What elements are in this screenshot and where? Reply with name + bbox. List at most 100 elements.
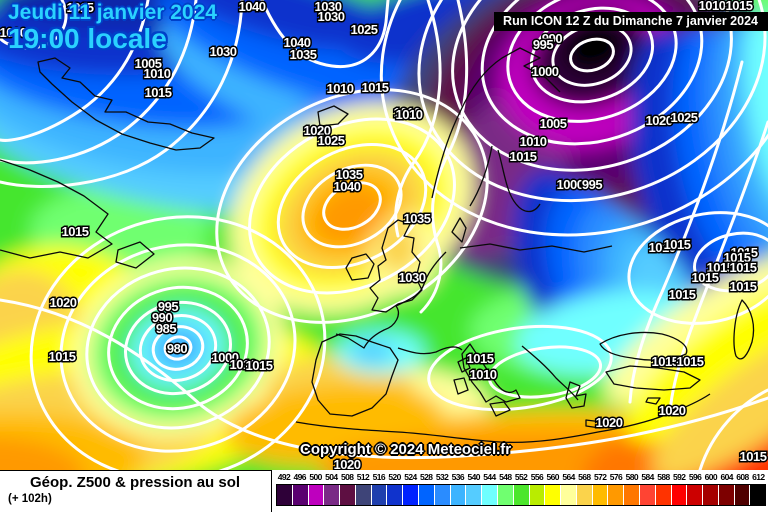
scale-tick: 588 <box>657 472 670 482</box>
pressure-label: 1015 <box>246 358 273 373</box>
pressure-label: 1010 <box>396 107 423 122</box>
scale-tick: 564 <box>562 472 575 482</box>
scale-tick: 596 <box>688 472 702 482</box>
scale-cell <box>639 485 655 505</box>
scale-cell <box>371 485 387 505</box>
scale-tick: 576 <box>609 472 623 482</box>
scale-tick: 608 <box>736 472 749 482</box>
map-title: Géop. Z500 & pression au sol <box>30 474 241 491</box>
forecast-hour: (+ 102h) <box>8 493 52 505</box>
scale-tick: 580 <box>625 472 639 482</box>
pressure-label: 1015 <box>726 0 753 13</box>
scale-tick: 600 <box>704 472 718 482</box>
pressure-labels-layer: 1015 1040 10301030103010401035102510001005… <box>0 0 768 474</box>
pressure-label: 1010 <box>144 66 171 81</box>
scale-cell <box>576 485 592 505</box>
pressure-label: 1035 <box>290 47 317 62</box>
scale-tick: 492 <box>277 472 291 482</box>
scale-cell <box>466 485 482 505</box>
pressure-label: 1005 <box>135 56 162 71</box>
pressure-label: 1025 <box>671 110 698 125</box>
pressure-label: 1015 <box>49 349 76 364</box>
pressure-label: 1010 <box>520 134 547 149</box>
scale-tick: 572 <box>593 472 607 482</box>
scale-tick: 592 <box>673 472 686 482</box>
scale-cell <box>308 485 324 505</box>
pressure-label: 1015 <box>62 224 89 239</box>
valid-time: 19:00 locale <box>8 22 167 54</box>
scale-tick: 584 <box>641 472 654 482</box>
pressure-label: 985 <box>156 321 176 336</box>
pressure-label: 1035 <box>336 167 363 182</box>
pressure-label: 1010 <box>394 105 421 120</box>
scale-tick: 560 <box>546 472 560 482</box>
scale-cell <box>434 485 450 505</box>
scale-tick: 524 <box>404 472 417 482</box>
pressure-label: 1040 <box>284 35 311 50</box>
color-scale: 492 496 500 504 508 512 516 520 524 528 532 536 540 5… <box>272 470 768 512</box>
scale-cell <box>482 485 497 505</box>
pressure-label: 995 <box>533 37 553 52</box>
scale-tick: 544 <box>483 472 496 482</box>
valid-date-block: Jeudi 11 janvier 2024 19:00 locale <box>8 2 217 53</box>
scale-tick: 568 <box>578 472 591 482</box>
pressure-label: 1015 <box>467 351 494 366</box>
pressure-label: 1015 <box>362 80 389 95</box>
pressure-label: 1035 <box>404 211 431 226</box>
bottom-bar: Géop. Z500 & pression au sol (+ 102h) 49… <box>0 470 768 512</box>
pressure-label: 1030 <box>210 44 237 59</box>
pressure-label: 1030 <box>318 9 345 24</box>
pressure-label: 1020 <box>50 295 77 310</box>
scale-tick: 512 <box>356 472 370 482</box>
pressure-label: 1010 <box>230 357 257 372</box>
scale-cell <box>703 485 718 505</box>
scale-cell <box>324 485 340 505</box>
scale-tick: 536 <box>451 472 465 482</box>
pressure-label: 1015 <box>669 287 696 302</box>
scale-tick: 552 <box>514 472 528 482</box>
scale-cell <box>355 485 371 505</box>
pressure-label: 1040 <box>334 179 361 194</box>
scale-cell <box>561 485 576 505</box>
scale-cell <box>655 485 671 505</box>
scale-cell <box>624 485 639 505</box>
scale-tick: 604 <box>720 472 733 482</box>
copyright-text: Copyright © 2024 Meteociel.fr <box>300 441 512 458</box>
pressure-label: 995 <box>582 177 602 192</box>
pressure-label: 1010 <box>470 367 497 382</box>
pressure-label: 1015 <box>145 85 172 100</box>
scale-tick: 496 <box>293 472 307 482</box>
pressure-label: 1020 <box>304 123 331 138</box>
pressure-label: 1015 <box>730 279 757 294</box>
pressure-label: 1020 <box>646 113 673 128</box>
map-legend-box: Géop. Z500 & pression au sol (+ 102h) <box>0 470 272 512</box>
isobar-contours <box>0 0 768 470</box>
pressure-label: 1015 <box>692 270 719 285</box>
pressure-label: 1015 <box>707 260 734 275</box>
pressure-label: 1000 <box>212 350 239 365</box>
valid-date: Jeudi 11 janvier 2024 <box>8 1 217 24</box>
pressure-label: 1020 <box>596 415 623 430</box>
pressure-label: 1025 <box>318 133 345 148</box>
scale-cell <box>340 485 355 505</box>
pressure-label: 1015 <box>510 149 537 164</box>
pressure-label: 1000 <box>0 25 27 40</box>
scale-cell <box>403 485 419 505</box>
pressure-label: 1015 <box>740 449 767 464</box>
scale-cell <box>387 485 403 505</box>
scale-cell <box>592 485 608 505</box>
scale-tick: 508 <box>340 472 354 482</box>
scale-cell <box>497 485 513 505</box>
scale-cell <box>513 485 529 505</box>
scale-cell <box>687 485 703 505</box>
scale-cell <box>419 485 434 505</box>
pressure-label: 1030 <box>315 0 342 14</box>
pressure-label: 1000 <box>532 64 559 79</box>
pressure-label: 1015 <box>730 260 757 275</box>
pressure-label: 1015 <box>724 250 751 265</box>
scale-cell <box>734 485 750 505</box>
pressure-label: 995 <box>158 299 178 314</box>
